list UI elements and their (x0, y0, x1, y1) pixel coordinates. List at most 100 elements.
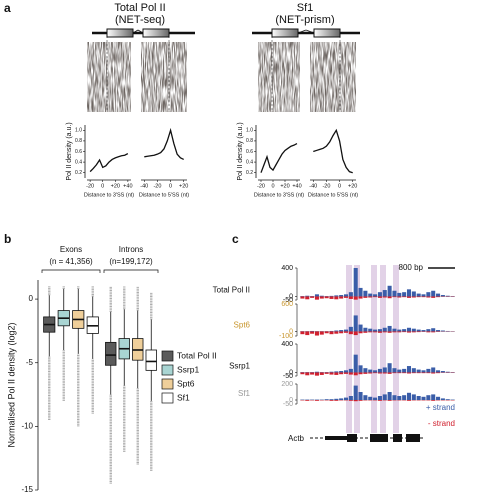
plus-bar (406, 366, 412, 373)
gene-name: Actb (288, 434, 305, 443)
minus-bar (319, 372, 324, 375)
plus-bar (358, 287, 363, 297)
minus-bar (411, 296, 416, 298)
minus-bar (411, 372, 416, 374)
y-tick-label: -15 (21, 485, 33, 494)
y-tick-label: 0.4 (246, 159, 253, 165)
plus-bar (343, 370, 349, 373)
minus-bar (329, 400, 334, 401)
minus-bar (377, 331, 382, 333)
plus-bar (348, 368, 353, 373)
plus-bar (363, 327, 368, 332)
minus-bar (416, 296, 421, 298)
minus-bar (324, 331, 329, 334)
plus-bar (440, 295, 445, 297)
plus-bar (334, 295, 339, 297)
minus-bar (392, 296, 397, 298)
plus-bar (358, 392, 363, 400)
y-tick-label: 0 (289, 397, 293, 404)
minus-bar (377, 296, 382, 298)
minus-bar (387, 331, 392, 333)
group-count: (n=199,172) (109, 257, 153, 266)
x-tick-label: +40 (292, 183, 301, 189)
minus-bar (402, 296, 407, 298)
minus-bar (426, 331, 431, 333)
x-tick-label: +20 (179, 183, 188, 189)
plus-bar (406, 327, 412, 332)
plus-bar (368, 328, 373, 332)
minus-bar (319, 296, 324, 299)
minus-bar (310, 372, 315, 375)
heatmap (310, 42, 356, 112)
minus-bar (310, 296, 315, 298)
minus-bar (348, 400, 353, 401)
x-axis-label: Distance to 5'SS (nt) (308, 192, 358, 198)
y-tick-label: 400 (281, 265, 293, 272)
plus-bar (334, 371, 339, 373)
plus-bar (426, 395, 431, 400)
x-axis-label: Distance to 3'SS (nt) (254, 192, 304, 198)
panel-label: a (4, 1, 11, 15)
plus-bar (353, 385, 358, 400)
minus-bar (314, 331, 319, 336)
x-tick-label: -20 (257, 183, 265, 189)
plus-bar (358, 365, 363, 373)
plus-bar (445, 295, 450, 297)
x-tick-label: 0 (271, 183, 274, 189)
minus-bar (426, 372, 431, 374)
plus-bar (373, 370, 378, 373)
plus-bar (392, 368, 397, 373)
minus-bar (300, 372, 305, 375)
highlights (346, 265, 399, 433)
plus-bar (387, 285, 392, 297)
heatmap (141, 42, 187, 112)
x-tick-label: +20 (280, 183, 289, 189)
plus-bar (397, 292, 402, 297)
legend-label: Ssrp1 (177, 364, 199, 374)
minus-bar (305, 372, 310, 376)
plus-bar (392, 290, 397, 297)
y-tick-label: -50 (283, 373, 293, 380)
plus-bar (440, 371, 445, 373)
minus-bar (387, 372, 392, 374)
y-tick-label: 1.0 (246, 128, 253, 134)
minus-bar (343, 331, 349, 333)
plus-bar (416, 293, 421, 297)
minus-bar (334, 400, 339, 401)
plus-bar (436, 370, 441, 373)
plus-bar (373, 397, 378, 400)
y-tick-label: 0 (29, 294, 34, 303)
x-tick-label: -40 (309, 183, 317, 189)
minus-bar (300, 331, 305, 335)
plus-bar (416, 396, 421, 400)
heatmap (258, 42, 300, 112)
minus-bar (324, 296, 329, 299)
plus-bar (411, 328, 416, 332)
minus-bar (314, 372, 319, 376)
y-axis-label: Pol II density (a.u.) (237, 122, 244, 180)
minus-bar (382, 296, 387, 298)
plus-bar (426, 329, 431, 332)
minus-bar (397, 372, 402, 374)
group-title: Introns (119, 245, 143, 254)
legend-label: Sf1 (177, 392, 190, 402)
plus-bar (334, 398, 339, 400)
density-line (313, 128, 353, 174)
plus-bar (421, 396, 426, 400)
plus-bar (406, 392, 412, 400)
minus-bar (406, 372, 412, 374)
plus-bar (368, 396, 373, 400)
y-tick-label: -100 (279, 333, 293, 340)
plus-bar (426, 368, 431, 373)
legend-swatch (161, 364, 174, 376)
minus-bar (343, 372, 349, 374)
plus-bar (431, 290, 436, 297)
plus-bar (397, 369, 402, 373)
plus-bar (392, 328, 397, 332)
minus-bar (373, 372, 378, 374)
minus-bar (373, 331, 378, 333)
column-subtitle: (NET-seq) (115, 14, 165, 26)
y-tick-label: 0.6 (75, 149, 82, 155)
y-tick-label: 0 (289, 293, 293, 300)
